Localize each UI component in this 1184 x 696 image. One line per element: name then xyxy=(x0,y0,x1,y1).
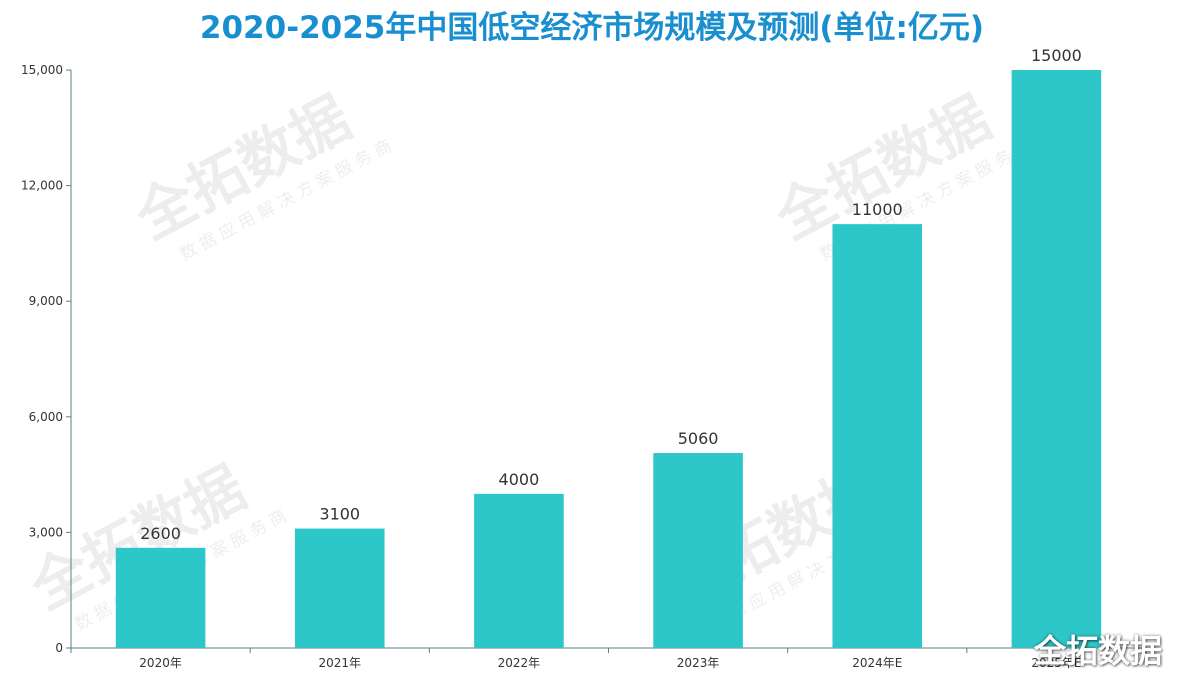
bar-series xyxy=(115,70,1102,648)
bar xyxy=(832,224,923,648)
y-tick-label: 6,000 xyxy=(29,410,63,424)
data-label: 3100 xyxy=(319,505,360,524)
y-tick-label: 0 xyxy=(55,641,63,655)
x-tick-label: 2023年 xyxy=(677,656,720,670)
chart-title: 2020-2025年中国低空经济市场规模及预测(单位:亿元) xyxy=(199,10,985,46)
y-tick-label: 15,000 xyxy=(21,63,63,77)
x-tick-label: 2025年E xyxy=(1031,656,1081,670)
x-tick-label: 2021年 xyxy=(318,656,361,670)
x-tick-label: 2020年 xyxy=(139,656,182,670)
data-label: 5060 xyxy=(678,429,719,448)
data-label: 11000 xyxy=(852,200,903,219)
bar xyxy=(653,453,743,648)
y-tick-label: 12,000 xyxy=(21,179,63,193)
data-labels: 2600 3100 4000 5060 11000 15000 xyxy=(140,46,1082,543)
data-label: 15000 xyxy=(1031,46,1082,65)
bar xyxy=(474,493,564,648)
bar xyxy=(294,528,385,648)
data-label: 4000 xyxy=(499,470,540,489)
brand-logo: 全拓数据 xyxy=(1033,632,1162,670)
y-tick-label: 3,000 xyxy=(29,525,63,539)
bar xyxy=(1011,70,1102,648)
y-tick-label: 9,000 xyxy=(29,294,63,308)
data-label: 2600 xyxy=(140,524,181,543)
bar xyxy=(115,547,206,648)
x-tick-label: 2024年E xyxy=(852,656,902,670)
x-tick-label: 2022年 xyxy=(498,656,541,670)
chart-axes: 0 3,000 6,000 9,000 12,000 15,000 2020年 2021年 20… xyxy=(21,63,1147,670)
